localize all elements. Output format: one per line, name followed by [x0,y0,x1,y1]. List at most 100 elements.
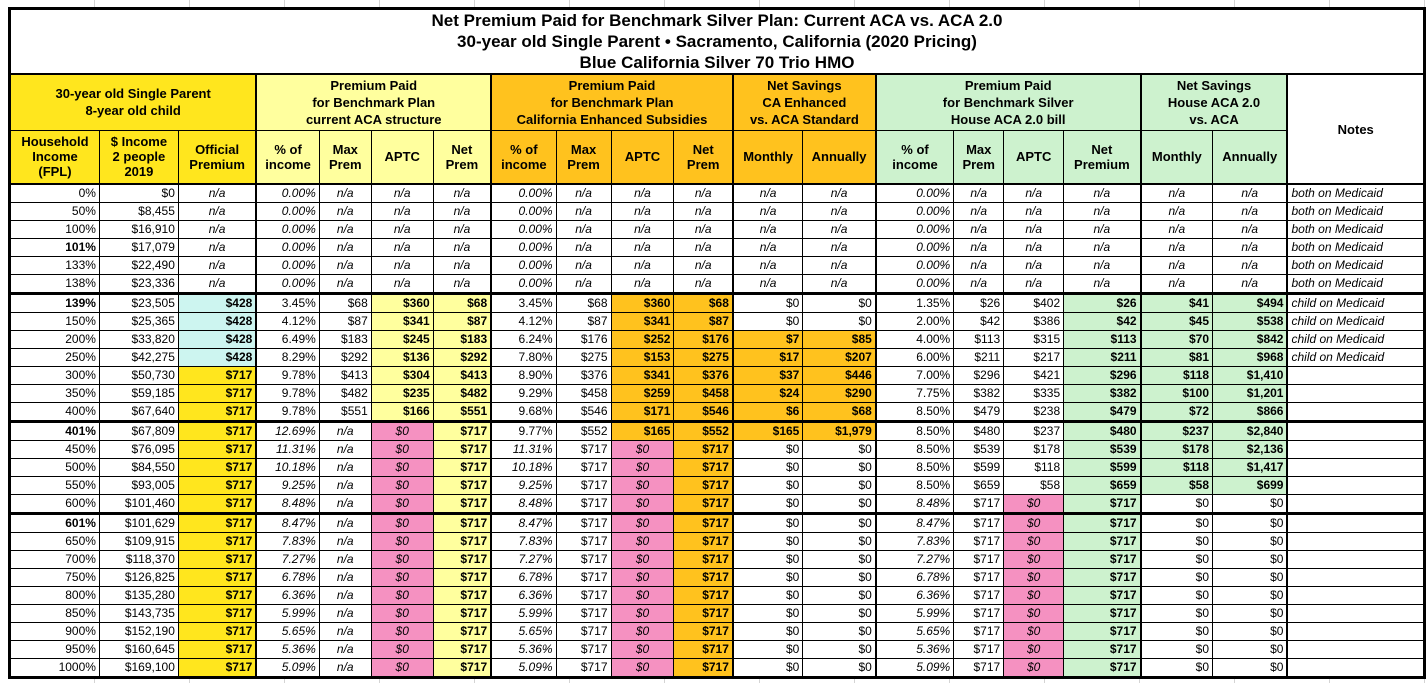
cell-house-net-premium: $599 [1063,458,1142,477]
cell-house-pct-income: 7.27% [875,550,955,569]
cell-official-premium: $717 [177,658,258,678]
cell-aca-max-prem: n/a [318,256,372,275]
cell-ca-net-prem: n/a [673,183,734,203]
cell-house-savings-monthly: $0 [1140,550,1214,569]
cell-ca-savings-monthly: $0 [732,512,804,533]
cell-ca-savings-monthly: $165 [732,420,804,441]
cell-house-pct-income: 0.00% [875,238,955,257]
cell-ca-aptc: $0 [610,604,675,623]
table-row-0%: 0% $0 n/a 0.00% n/a n/a n/a 0.00% n/a n/a n/a n/a n/… [9,183,1426,203]
cell-notes [1286,494,1426,514]
cell-house-net-premium: $113 [1063,330,1142,349]
cell-house-savings-annually: $1,417 [1212,458,1289,477]
cell-ca-pct-income: 0.00% [490,238,557,257]
cell-official-premium: $428 [177,292,258,313]
cell-notes: both on Medicaid [1286,256,1426,275]
cell-aca-net-prem: $183 [432,330,493,349]
cell-ca-max-prem: n/a [555,183,612,203]
cell-ca-aptc: $171 [610,402,675,422]
cell-aca-aptc: $0 [370,476,434,495]
col-header-ca-aptc: APTC [610,129,675,185]
cell-aca-net-prem: $717 [432,476,493,495]
cell-income: $67,640 [98,402,179,422]
cell-house-max-prem: $717 [953,494,1005,514]
cell-house-max-prem: $479 [953,402,1005,422]
table-row-300%: 300% $50,730 $717 9.78% $413 $304 $413 8.90% $37… [9,366,1426,385]
cell-ca-savings-annually: $446 [802,366,877,385]
cell-aca-max-prem: n/a [318,440,372,459]
cell-ca-net-prem: $717 [673,604,734,623]
cell-ca-aptc: n/a [610,202,675,221]
cell-aca-net-prem: n/a [432,238,493,257]
cell-aca-aptc: $0 [370,550,434,569]
cell-house-max-prem: $717 [953,550,1005,569]
cell-income: $0 [98,183,179,203]
cell-ca-net-prem: $717 [673,640,734,659]
col-header-house-net-premium: Net Premium [1063,129,1142,185]
cell-ca-aptc: $259 [610,384,675,403]
cell-aca-max-prem: $551 [318,402,372,422]
cell-house-savings-monthly: $0 [1140,604,1214,623]
cell-ca-aptc: $0 [610,494,675,514]
cell-ca-savings-monthly: $0 [732,568,804,587]
cell-ca-savings-monthly: $0 [732,458,804,477]
cell-notes [1286,604,1426,623]
cell-ca-net-prem: $176 [673,330,734,349]
cell-ca-pct-income: 6.78% [490,568,557,587]
cell-fpl: 900% [9,622,100,641]
cell-ca-savings-monthly: $0 [732,476,804,495]
table-row-900%: 900% $152,190 $717 5.65% n/a $0 $717 5.65% $717 $… [9,622,1426,641]
cell-ca-net-prem: $717 [673,658,734,678]
cell-house-pct-income: 8.50% [875,458,955,477]
cell-house-savings-monthly: $72 [1140,402,1214,422]
premium-comparison-table: Net Premium Paid for Benchmark Silver Pl… [8,7,1426,679]
cell-ca-savings-monthly: $17 [732,348,804,367]
cell-house-max-prem: $26 [953,292,1005,313]
cell-aca-aptc: $0 [370,494,434,514]
cell-income: $135,280 [98,586,179,605]
cell-ca-savings-annually: n/a [802,256,877,275]
cell-fpl: 600% [9,494,100,514]
cell-house-pct-income: 5.65% [875,622,955,641]
cell-official-premium: n/a [177,238,258,257]
cell-notes: both on Medicaid [1286,183,1426,203]
cell-house-savings-monthly: $0 [1140,512,1214,533]
cell-house-max-prem: n/a [953,274,1005,294]
cell-house-aptc: $238 [1003,402,1065,422]
cell-ca-max-prem: $546 [555,402,612,422]
cell-aca-aptc: n/a [370,274,434,294]
cell-ca-savings-monthly: $0 [732,586,804,605]
cell-fpl: 50% [9,202,100,221]
cell-house-net-premium: $480 [1063,420,1142,441]
cell-income: $109,915 [98,532,179,551]
cell-ca-aptc: $0 [610,476,675,495]
cell-notes: child on Medicaid [1286,292,1426,313]
cell-official-premium: $717 [177,420,258,441]
cell-fpl: 100% [9,220,100,239]
cell-house-net-premium: $26 [1063,292,1142,313]
cell-house-net-premium: $42 [1063,312,1142,331]
table-row-400%: 400% $67,640 $717 9.78% $551 $166 $551 9.68% $54… [9,402,1426,422]
cell-official-premium: $717 [177,440,258,459]
cell-official-premium: $717 [177,550,258,569]
cell-aca-aptc: $0 [370,622,434,641]
cell-aca-net-prem: $717 [432,550,493,569]
cell-ca-net-prem: $458 [673,384,734,403]
cell-aca-max-prem: n/a [318,202,372,221]
cell-ca-savings-annually: $1,979 [802,420,877,441]
cell-ca-max-prem: n/a [555,274,612,294]
cell-house-max-prem: $599 [953,458,1005,477]
cell-aca-max-prem: n/a [318,532,372,551]
cell-ca-aptc: $0 [610,532,675,551]
cell-income: $126,825 [98,568,179,587]
cell-ca-savings-annually: $0 [802,292,877,313]
cell-ca-pct-income: 9.68% [490,402,557,422]
cell-house-pct-income: 7.00% [875,366,955,385]
cell-fpl: 550% [9,476,100,495]
cell-aca-net-prem: $717 [432,440,493,459]
cell-house-aptc: n/a [1003,202,1065,221]
cell-notes: child on Medicaid [1286,312,1426,331]
cell-house-savings-monthly: $0 [1140,586,1214,605]
cell-ca-pct-income: 5.09% [490,658,557,678]
cell-house-savings-annually: $1,201 [1212,384,1289,403]
